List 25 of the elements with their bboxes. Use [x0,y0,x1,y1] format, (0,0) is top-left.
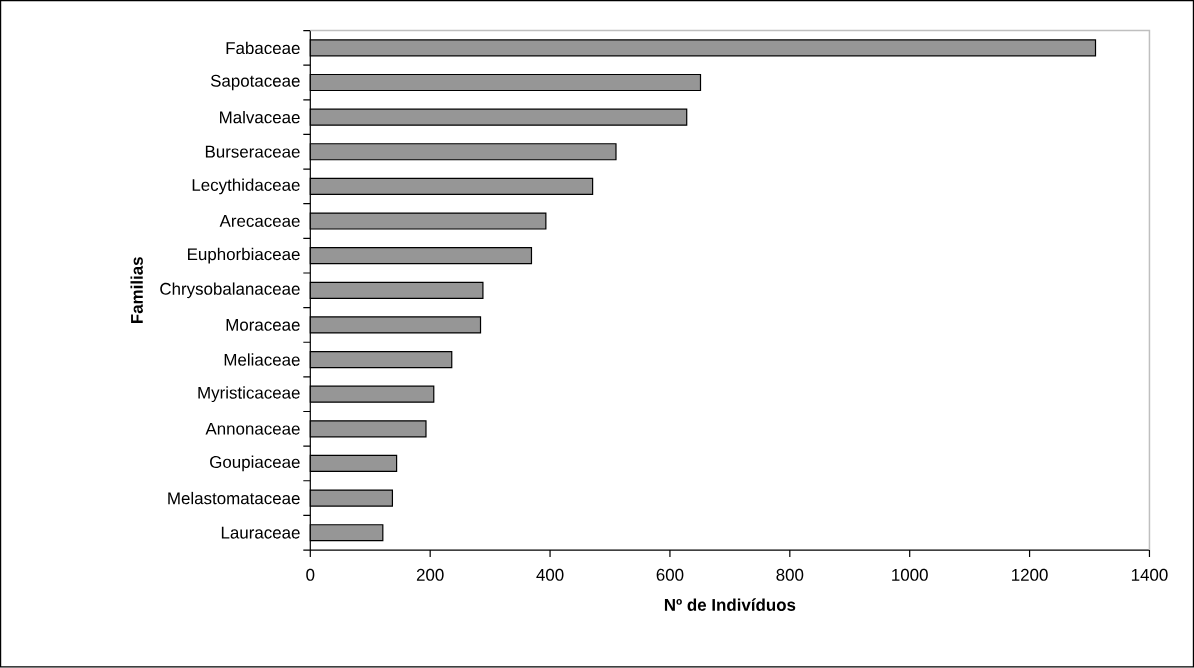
y-tick-label: Chrysobalanaceae [160,282,300,299]
y-tick-label: Burseraceae [205,146,300,158]
y-tick-label: Annonaceae [205,423,300,435]
y-tick-label: Moraceae [226,319,300,332]
y-tick-label: Euphorbiaceae [188,248,300,264]
x-tick-label: 400 [536,569,564,582]
y-tick-label: Lauraceae [221,527,300,539]
y-tick-label: Malvaceae [220,111,300,124]
y-axis-title: Familias [130,257,143,324]
x-tick-label: 800 [776,569,804,582]
y-tick-label: Arecaceae [219,215,300,228]
y-tick-label: Goupiaceae [210,455,300,472]
x-tick-label: 1000 [892,569,928,582]
y-tick-label: Melastomataceae [168,492,300,505]
y-tick-label: Meliaceae [224,353,300,367]
x-axis-title: Nº de Indivíduos [664,598,796,612]
x-tick-label: 200 [416,569,444,582]
y-tick-label: Myristicaceae [198,386,300,403]
y-tick-label: Lecythidaceae [192,178,300,195]
x-tick-label: 1200 [1012,569,1048,582]
x-tick-label: 1400 [1131,569,1168,582]
x-tick-label: 600 [656,569,684,582]
x-tick-label: 0 [306,569,315,582]
y-tick-label: Sapotaceae [210,75,300,91]
y-tick-label: Fabaceae [226,41,300,55]
